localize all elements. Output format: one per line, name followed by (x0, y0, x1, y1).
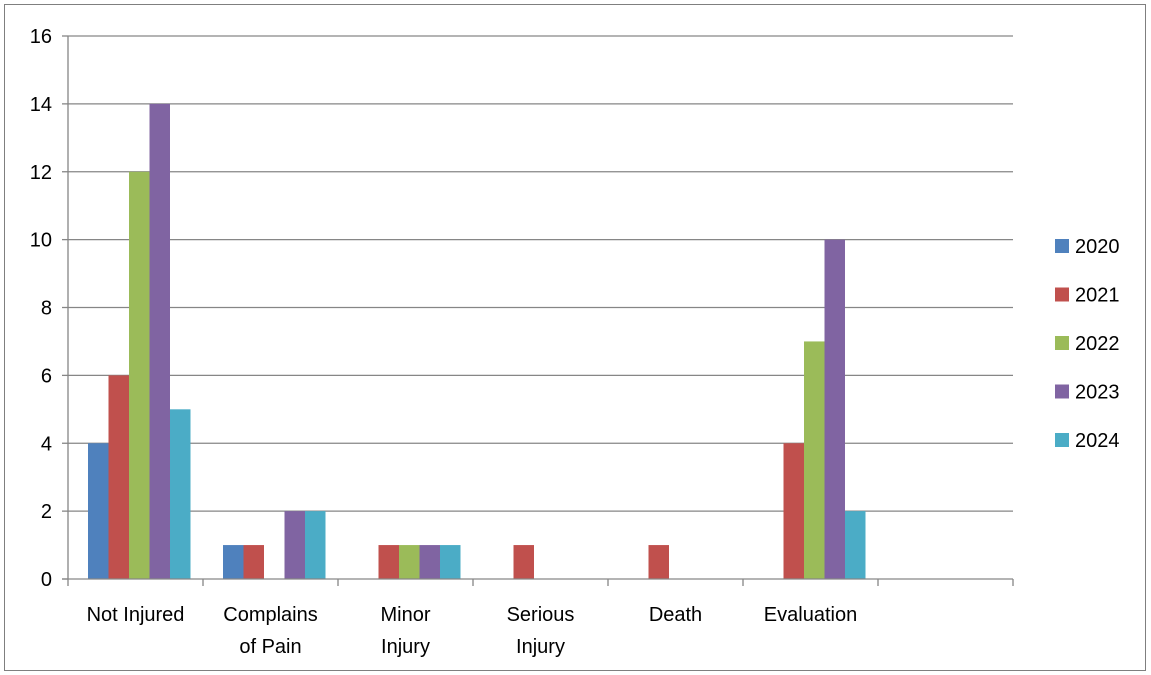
legend: 2020 2021 2022 2023 2024 (1055, 236, 1120, 452)
x-tick-label: of Pain (239, 636, 301, 658)
legend-swatch-2023 (1055, 384, 1069, 399)
y-tick-label: 6 (41, 365, 52, 387)
legend-swatch-2020 (1055, 239, 1069, 253)
bar-2020-1 (223, 545, 244, 579)
legend-swatch-2022 (1055, 336, 1069, 350)
y-tick-label: 2 (41, 501, 52, 523)
bar-2021-3 (513, 545, 534, 579)
legend-label: 2021 (1075, 285, 1120, 307)
bar-2021-2 (378, 545, 399, 579)
x-tick-label: Not Injured (87, 604, 185, 626)
x-tick-label: Death (649, 604, 702, 626)
x-tick-labels: Not Injured Complains of Pain Minor Injury Se… (87, 604, 858, 658)
legend-swatch-2021 (1055, 287, 1069, 302)
y-tick-label: 0 (41, 569, 52, 591)
legend-swatch-2024 (1055, 433, 1069, 447)
bar-2021-5 (783, 443, 804, 579)
grid-lines (68, 35, 1013, 512)
bars (88, 103, 866, 579)
x-tick-label: Evaluation (764, 604, 857, 626)
bar-2021-1 (243, 545, 264, 579)
y-tick-label: 4 (41, 433, 52, 455)
bar-2023-2 (419, 545, 440, 579)
bar-2024-2 (440, 545, 461, 579)
x-tick-label: Complains (223, 604, 317, 626)
chart-frame (4, 4, 1146, 671)
x-tick-label: Injury (381, 636, 430, 658)
y-tick-labels: 0 2 4 6 8 10 12 14 16 (30, 26, 52, 591)
x-tick-label: Injury (516, 636, 565, 658)
bar-2021-4 (648, 545, 669, 579)
bar-2020-0 (88, 443, 109, 579)
axes (62, 35, 1014, 586)
bar-2024-5 (845, 511, 866, 579)
bar-2023-5 (824, 239, 845, 579)
bar-2022-5 (804, 341, 825, 579)
x-tick-label: Serious (507, 604, 575, 626)
y-tick-label: 10 (30, 230, 52, 252)
y-tick-label: 14 (30, 94, 52, 116)
legend-label: 2022 (1075, 333, 1120, 355)
bar-2023-1 (284, 511, 305, 579)
bar-2022-2 (399, 545, 420, 579)
bar-2024-1 (305, 511, 326, 579)
y-tick-label: 12 (30, 162, 52, 184)
legend-label: 2020 (1075, 236, 1120, 258)
bar-2024-0 (170, 409, 191, 579)
bar-2022-0 (129, 171, 150, 579)
legend-label: 2023 (1075, 382, 1120, 404)
y-tick-label: 16 (30, 26, 52, 48)
bar-2021-0 (108, 375, 129, 579)
legend-label: 2024 (1075, 430, 1120, 452)
bar-2023-0 (149, 103, 170, 579)
y-tick-label: 8 (41, 298, 52, 320)
x-tick-label: Minor (380, 604, 430, 626)
